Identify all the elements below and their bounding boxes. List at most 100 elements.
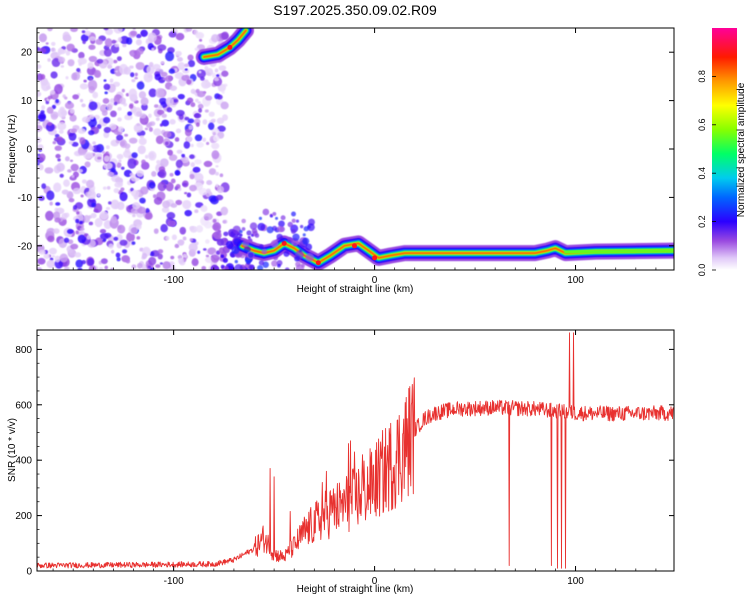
spectrogram-noise-blob <box>149 251 155 257</box>
spectrogram-noise-blob <box>130 30 138 37</box>
spectrogram-noise-blob <box>128 104 134 109</box>
spectrogram-noise-blob <box>65 50 71 56</box>
spectrogram-noise-blob <box>84 30 92 36</box>
spectrogram-noise-blob <box>211 34 220 43</box>
spectrogram-hotspot <box>351 243 357 249</box>
spectrogram-noise-blob <box>128 137 138 144</box>
snr-frame <box>36 329 675 572</box>
spectrogram-noise-blob <box>48 247 57 255</box>
spectrogram-noise-blob <box>132 202 141 210</box>
spectrogram-noise-blob <box>89 36 97 42</box>
spectrogram-noise-blob <box>148 113 152 118</box>
spectrogram-noise-blob <box>88 130 95 136</box>
spectrogram-noise-blob <box>67 59 75 67</box>
spectrogram-noise-blob <box>37 267 43 270</box>
spectrogram-noise-blob <box>78 51 85 59</box>
spectrogram-noise-blob <box>202 119 208 125</box>
spectrogram-noise-blob <box>56 136 63 142</box>
spectrogram-noise-blob <box>277 263 281 268</box>
spectrogram-noise-blob <box>110 249 115 254</box>
spectrogram-noise-blob <box>108 201 112 205</box>
spectrogram-noise-blob <box>84 161 91 168</box>
spectrogram-noise-blob <box>118 159 122 163</box>
spectrogram-noise-blob <box>144 127 149 131</box>
snr-plot-area <box>37 330 674 571</box>
spectrogram-noise-blob <box>120 187 125 192</box>
spectrogram-noise-blob <box>167 149 174 156</box>
spectrogram-noise-blob <box>217 125 226 132</box>
spectrogram-noise-blob <box>147 150 157 161</box>
spectrogram-noise-blob <box>195 98 199 103</box>
spectrogram-noise-blob <box>182 236 187 241</box>
spectrogram-noise-blob <box>114 43 120 48</box>
spectrogram-noise-blob <box>259 244 264 250</box>
spectrogram-noise-blob <box>135 61 145 71</box>
spectrogram-noise-blob <box>114 70 118 73</box>
spectrogram-noise-blob <box>72 94 80 100</box>
spectrogram-noise-blob <box>130 52 135 57</box>
spectrogram-noise-blob <box>54 83 63 95</box>
spectrogram-noise-blob <box>91 202 97 208</box>
spectrogram-noise-blob <box>176 149 183 154</box>
spectrogram-noise-blob <box>109 78 114 82</box>
spectrogram-noise-blob <box>116 134 124 141</box>
spectrogram-noise-blob <box>69 159 74 163</box>
spectrogram-noise-blob <box>100 105 104 110</box>
spectrogram-noise-blob <box>212 218 217 223</box>
spectrogram-noise-blob <box>211 150 220 160</box>
spectrogram-noise-blob <box>262 208 270 216</box>
spectrogram-noise-blob <box>52 211 61 220</box>
spectrogram-noise-blob <box>78 149 87 156</box>
spectrogram-noise-blob <box>192 166 201 173</box>
snr-panel: -100 0 100 0 200 400 600 800 Height of straigh… <box>7 329 675 595</box>
spectrogram-noise-blob <box>136 47 144 55</box>
spectrogram-noise-blob <box>148 181 156 189</box>
spectrogram-noise-blob <box>169 172 174 177</box>
spectrogram-noise-blob <box>87 62 94 70</box>
spectrogram-noise-blob <box>137 206 147 214</box>
spectrogram-noise-blob <box>128 88 138 99</box>
spectrogram-noise-blob <box>70 28 78 33</box>
spectrogram-noise-blob <box>46 227 56 235</box>
spectrogram-noise-blob <box>248 264 255 270</box>
spectrogram-noise-blob <box>194 113 202 119</box>
spectrogram-noise-blob <box>110 267 114 270</box>
spectrogram-noise-blob <box>189 238 194 242</box>
spectrogram-noise-blob <box>175 109 185 117</box>
spectrogram-noise-blob <box>233 238 240 245</box>
spectrogram-noise-blob <box>92 153 96 157</box>
spectrogram-noise-blob <box>231 245 240 255</box>
spectrogram-noise-blob <box>210 254 220 263</box>
spectrogram-noise-blob <box>227 243 234 250</box>
spectrogram-noise-blob <box>80 194 84 198</box>
spectrogram-noise-blob <box>204 82 212 88</box>
spectrogram-noise-blob <box>114 177 123 184</box>
spectrogram-noise-blob <box>190 162 196 168</box>
spectrogram-noise-blob <box>44 167 54 174</box>
spectrogram-noise-blob <box>170 203 178 208</box>
spectrogram-noise-blob <box>123 66 131 75</box>
spectrogram-noise-blob <box>117 37 123 43</box>
spectrogram-noise-blob <box>46 106 54 114</box>
spectrogram-noise-blob <box>195 122 200 127</box>
spectrogram-noise-blob <box>70 243 79 250</box>
x-tick-label: 100 <box>567 576 584 587</box>
spectrogram-noise-blob <box>45 42 49 45</box>
spectrogram-noise-blob <box>64 96 68 100</box>
spectrogram-hotspot <box>315 260 321 266</box>
spectrogram-noise-blob <box>86 66 96 76</box>
spectrogram-noise-blob <box>212 222 222 232</box>
spectrogram-noise-blob <box>194 134 203 142</box>
spectrogram-noise-blob <box>82 40 86 45</box>
spectrogram-hotspot <box>372 255 378 261</box>
spectrogram-noise-blob <box>93 203 103 213</box>
spectrogram-noise-blob <box>159 262 164 265</box>
y-tick-label: 20 <box>21 48 33 59</box>
spectrogram-noise-blob <box>69 114 77 122</box>
spectrogram-noise-blob <box>69 175 77 181</box>
spectrogram-noise-blob <box>164 141 169 146</box>
spectrogram-noise-blob <box>155 264 161 269</box>
spectrogram-noise-blob <box>110 168 116 173</box>
spectrogram-noise-blob <box>104 91 108 95</box>
